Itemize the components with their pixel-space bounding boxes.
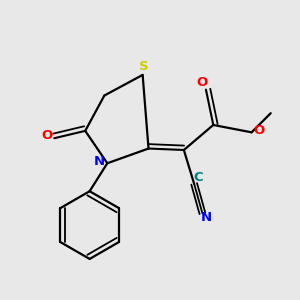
Text: O: O — [253, 124, 265, 137]
Text: C: C — [193, 172, 202, 184]
Text: O: O — [196, 76, 207, 89]
Text: N: N — [94, 155, 105, 168]
Text: N: N — [200, 211, 211, 224]
Text: O: O — [41, 129, 52, 142]
Text: S: S — [139, 60, 149, 73]
